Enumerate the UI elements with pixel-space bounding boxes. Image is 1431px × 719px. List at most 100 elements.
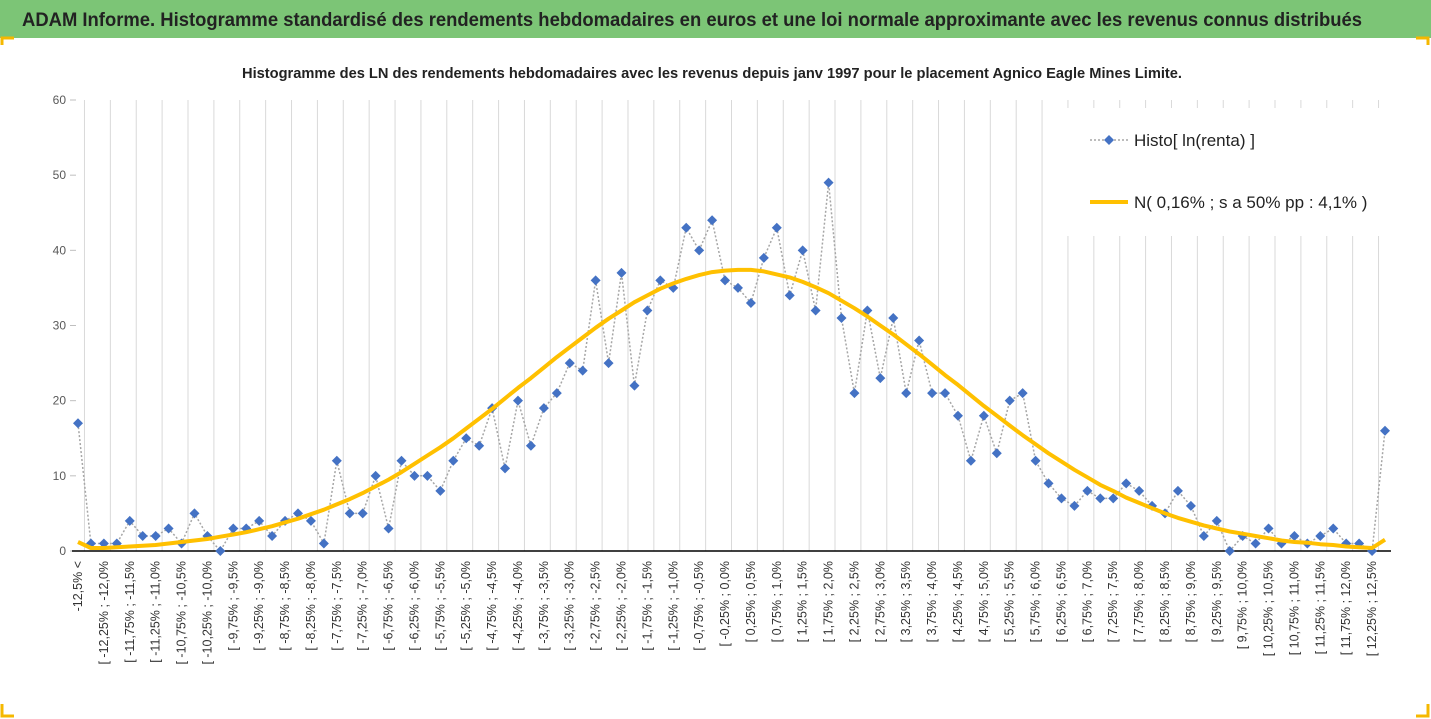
point xyxy=(150,530,161,541)
point xyxy=(137,530,148,541)
x-tick-label: [ -11,25% ; -11,0% xyxy=(149,561,163,663)
x-tick-label: [ -2,25% ; -2,0% xyxy=(615,561,629,651)
point xyxy=(474,440,485,451)
point xyxy=(1198,530,1209,541)
point xyxy=(409,470,420,481)
point xyxy=(422,470,433,481)
x-tick-label: [ 0,25% ; 0,5% xyxy=(744,561,758,642)
legend-label: N( 0,16% ; s a 50% pp : 4,1% ) xyxy=(1134,193,1367,212)
x-tick-label: [ -8,25% ; -8,0% xyxy=(304,561,318,651)
y-tick-label: 10 xyxy=(53,469,67,483)
point xyxy=(124,515,135,526)
x-tick-label: [ -5,75% ; -5,5% xyxy=(433,561,447,651)
point xyxy=(758,252,769,263)
point xyxy=(836,312,847,323)
point xyxy=(1056,493,1067,504)
corner xyxy=(1416,36,1430,45)
point xyxy=(1069,500,1080,511)
x-tick-label: [ 2,75% ; 3,0% xyxy=(873,561,887,642)
x-tick-label: [ 6,75% ; 7,0% xyxy=(1080,561,1094,642)
x-tick-label: [ -9,75% ; -9,5% xyxy=(226,561,240,651)
x-tick-label: [ 9,25% ; 9,5% xyxy=(1210,561,1224,642)
point xyxy=(888,312,899,323)
x-tick-label: [ -3,75% ; -3,5% xyxy=(537,561,551,651)
x-tick-label: [ -0,75% ; -0,5% xyxy=(692,561,706,651)
point xyxy=(694,245,705,256)
x-tick-label: [ -10,75% ; -10,5% xyxy=(175,561,189,665)
x-tick-label: [ 6,25% ; 6,5% xyxy=(1054,561,1068,642)
x-tick-label: [ 7,25% ; 7,5% xyxy=(1106,561,1120,642)
x-tick-label: [ 10,75% ; 11,0% xyxy=(1287,561,1301,655)
series-line xyxy=(77,267,1387,550)
x-tick-label: [ -7,25% ; -7,0% xyxy=(356,561,370,651)
point xyxy=(771,222,782,233)
point xyxy=(642,305,653,316)
point xyxy=(344,508,355,519)
legend-box xyxy=(1058,108,1420,236)
point xyxy=(1030,455,1041,466)
corner xyxy=(0,704,14,718)
header-bar xyxy=(0,0,1431,38)
point xyxy=(914,335,925,346)
point xyxy=(927,388,938,399)
x-tick-label: [ 1,75% ; 2,0% xyxy=(822,561,836,642)
x-tick-label: [ 0,75% ; 1,0% xyxy=(770,561,784,642)
point xyxy=(577,365,588,376)
x-tick-label: [ -4,75% ; -4,5% xyxy=(485,561,499,651)
point xyxy=(1172,485,1183,496)
point xyxy=(1315,530,1326,541)
point xyxy=(1289,530,1300,541)
point xyxy=(797,245,808,256)
legend-label: Histo[ ln(renta) ] xyxy=(1134,131,1255,150)
y-tick-label: 20 xyxy=(53,394,67,408)
y-tick-label: 0 xyxy=(59,544,66,558)
point xyxy=(952,410,963,421)
point xyxy=(1250,538,1261,549)
x-tick-label: -12,5% < xyxy=(71,561,85,611)
point xyxy=(603,358,614,369)
x-tick-label: [ 3,25% ; 3,5% xyxy=(899,561,913,642)
point xyxy=(1211,515,1222,526)
point xyxy=(461,433,472,444)
point xyxy=(305,515,316,526)
point xyxy=(849,388,860,399)
x-tick-label: [ 9,75% ; 10,0% xyxy=(1236,561,1250,649)
point xyxy=(189,508,200,519)
point xyxy=(163,523,174,534)
point xyxy=(1108,493,1119,504)
corner xyxy=(0,36,14,45)
x-tick-label: [ -7,75% ; -7,5% xyxy=(330,561,344,651)
point xyxy=(1328,523,1339,534)
x-tick-label: [ 12,25% ; 12,5% xyxy=(1365,561,1379,656)
point xyxy=(1224,546,1235,556)
point xyxy=(500,463,511,474)
x-tick-label: [ 1,25% ; 1,5% xyxy=(796,561,810,642)
point xyxy=(538,403,549,414)
x-tick-label: [ 4,25% ; 4,5% xyxy=(951,561,965,642)
point xyxy=(357,508,368,519)
point xyxy=(784,290,795,301)
x-tick-label: [ -0,25% ; 0,0% xyxy=(718,561,732,646)
x-tick-label: [ -6,25% ; -6,0% xyxy=(407,561,421,651)
point xyxy=(1185,500,1196,511)
point xyxy=(681,222,692,233)
point xyxy=(525,440,536,451)
point xyxy=(978,410,989,421)
point xyxy=(732,282,743,293)
x-tick-label: [ 10,25% ; 10,5% xyxy=(1262,561,1276,656)
point xyxy=(512,395,523,406)
point xyxy=(901,388,912,399)
point xyxy=(629,380,640,391)
chart-title: Histogramme des LN des rendements hebdom… xyxy=(242,66,1182,82)
point xyxy=(823,177,834,188)
x-tick-label: [ 8,75% ; 9,0% xyxy=(1184,561,1198,642)
x-tick-label: [ -2,75% ; -2,5% xyxy=(589,561,603,651)
point xyxy=(254,515,265,526)
x-tick-label: [ -12,25% ; -12,0% xyxy=(97,561,111,665)
point xyxy=(1134,485,1145,496)
x-tick-label: [ -4,25% ; -4,0% xyxy=(511,561,525,651)
legend-marker xyxy=(1104,135,1114,145)
x-tick-label: [ -11,75% ; -11,5% xyxy=(123,561,137,663)
point xyxy=(318,538,329,549)
